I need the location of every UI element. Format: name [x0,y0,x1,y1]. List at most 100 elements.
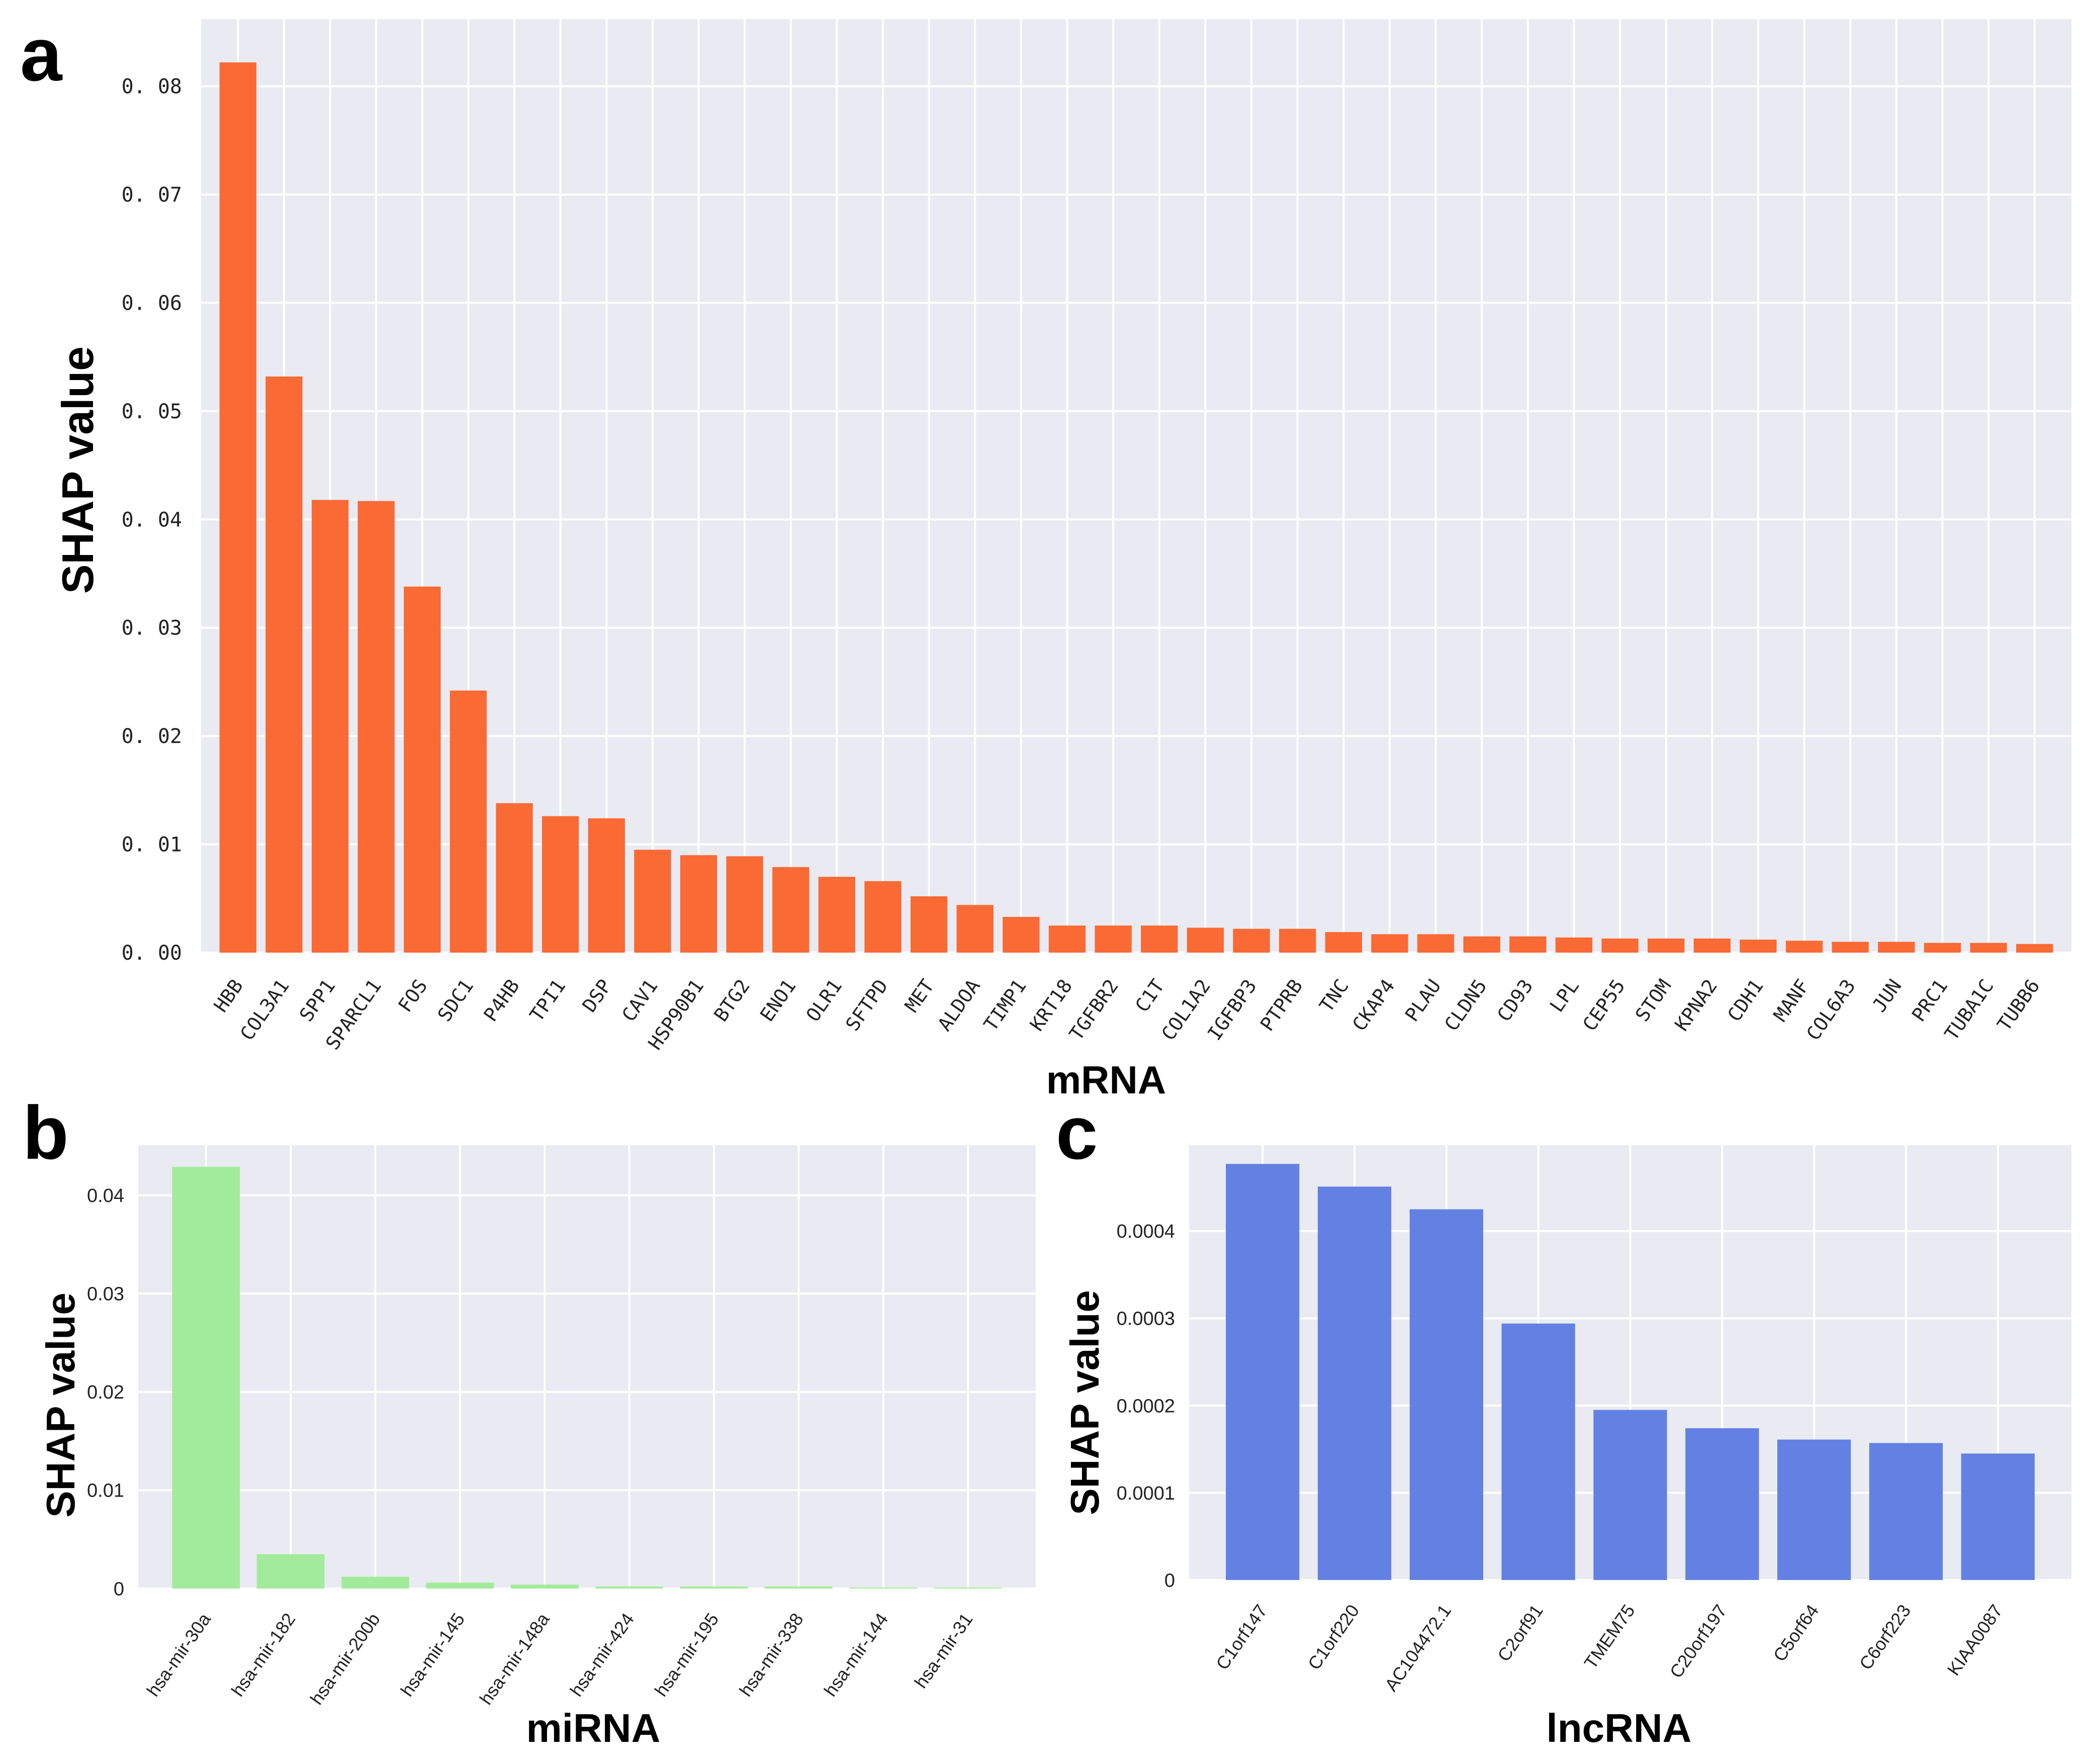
x-tick-label: CAV1 [617,975,662,1026]
x-tick-label: hsa-mir-30a [142,1609,215,1700]
bar-PLAU [1417,934,1455,953]
x-tick-label: SPP1 [295,975,340,1026]
bar-JUN [1878,942,1915,953]
x-tick-label: TGFBR2 [1065,975,1123,1045]
bar-TUBB6 [2016,944,2053,953]
panel-c-bars [1226,1164,2035,1580]
panel-c-letter: c [1056,1090,1098,1175]
bar-CD93 [1509,936,1547,953]
bar-FOS [404,586,441,953]
bar-KRT18 [1048,925,1086,953]
x-tick-label: ALDOA [933,975,984,1035]
bar-C20orf197 [1685,1428,1759,1580]
x-tick-label: TUBA1C [1940,975,1998,1045]
bar-COL6A3 [1832,942,1869,953]
y-tick-label: 0 [1164,1570,1175,1591]
bar-STOM [1648,938,1685,953]
y-tick-label: 0 [114,1579,124,1600]
x-tick-label: AC104472.1 [1381,1601,1455,1695]
y-tick-label: 0. 04 [122,508,182,531]
x-tick-label: TIMP1 [979,975,1031,1035]
bar-MANF [1785,941,1823,953]
panel-a-bars [219,62,2053,953]
panel-b-x-ticks: hsa-mir-30a hsa-mir-182 hsa-mir-200b hsa-mi… [142,1609,976,1708]
bar-DSP [588,818,625,953]
x-tick-label: OLR1 [802,975,847,1026]
y-tick-label: 0. 01 [122,833,182,857]
x-tick-label: KPNA2 [1670,975,1722,1035]
bar-hsa-mir-145 [426,1583,494,1589]
x-tick-label: TUBB6 [1993,975,2044,1035]
x-tick-label: COL6A3 [1802,975,1860,1045]
bar-hsa-mir-200b [341,1576,409,1589]
y-tick-label: 0. 06 [122,292,182,315]
x-tick-label: C6orf223 [1855,1601,1915,1674]
bar-C6orf223 [1869,1443,1943,1580]
panel-b-y-ticks: 0 0.01 0.02 0.03 0.04 [87,1185,124,1600]
x-tick-label: C1T [1131,975,1168,1016]
bar-TGFBR2 [1095,925,1132,953]
x-tick-label: TPI1 [525,975,570,1026]
x-tick-label: SDC1 [433,975,478,1026]
y-tick-label: 0.03 [87,1284,124,1305]
x-tick-label: JUN [1868,975,1906,1016]
bar-C2orf91 [1501,1323,1575,1580]
bar-BTG2 [726,856,763,953]
x-tick-label: COL3A1 [236,975,294,1045]
bar-hsa-mir-338 [765,1587,833,1589]
bar-C1T [1141,925,1178,953]
panel-a-letter: a [20,12,63,97]
y-tick-label: 0. 08 [122,75,182,99]
x-tick-label: TNC [1315,975,1353,1016]
y-tick-label: 0.0003 [1117,1309,1175,1330]
bar-PRC1 [1924,943,1961,953]
x-tick-label: C2orf91 [1493,1601,1547,1665]
panel-a-y-ticks: 0. 00 0. 01 0. 02 0. 03 0. 04 0. 05 0. 06 0. 07… [122,75,182,965]
bar-TUBA1C [1970,943,2007,953]
bar-C5orf64 [1777,1439,1851,1580]
bar-HBB [219,62,256,953]
x-tick-label: TMEM75 [1580,1601,1639,1673]
y-tick-label: 0. 02 [122,725,182,748]
panel-c-chart: 0 0.0001 0.0002 0.0003 0.0004 C1orf147 C1orf2… [1062,1145,2071,1750]
bar-hsa-mir-148a [510,1585,579,1589]
x-tick-label: C5orf64 [1769,1601,1823,1665]
panel-a-x-axis-title: mRNA [1046,1058,1166,1102]
y-tick-label: 0.0002 [1117,1396,1175,1417]
bar-CDH1 [1740,940,1777,953]
x-tick-label: LPL [1546,975,1583,1016]
x-tick-label: BTG2 [709,975,754,1026]
y-tick-label: 0. 07 [122,183,182,207]
x-tick-label: KIAA0087 [1943,1601,2007,1679]
x-tick-label: hsa-mir-338 [735,1609,807,1700]
panel-c-x-ticks: C1orf147 C1orf220 AC104472.1 C2orf91 TMEM75 C… [1212,1601,2007,1695]
x-tick-label: MANF [1769,975,1814,1026]
bar-SPP1 [311,500,349,953]
y-tick-label: 0. 05 [122,400,182,423]
x-tick-label: MET [900,975,938,1016]
bar-LPL [1555,937,1593,953]
x-tick-label: HBB [210,975,247,1016]
x-tick-label: P4HB [479,975,524,1026]
bar-hsa-mir-424 [595,1587,664,1589]
panel-c-y-axis-title: SHAP value [1062,1290,1107,1515]
bar-hsa-mir-182 [256,1554,325,1589]
bar-TIMP1 [1003,916,1040,953]
bar-SDC1 [449,690,487,953]
y-tick-label: 0.01 [87,1480,124,1502]
bar-OLR1 [818,877,856,953]
bar-MET [911,896,948,953]
panel-b-bars [172,1167,1002,1589]
bar-TNC [1325,932,1362,953]
bar-CAV1 [634,850,671,953]
panel-b-letter: b [23,1090,69,1175]
panel-b-grid [138,1145,1036,1590]
panel-b-x-axis-title: miRNA [526,1706,661,1750]
x-tick-label: CKAP4 [1348,975,1399,1035]
x-tick-label: hsa-mir-195 [651,1609,723,1700]
x-tick-label: PTPRB [1256,975,1307,1035]
bar-PTPRB [1279,929,1316,953]
bar-CLDN5 [1463,936,1500,953]
